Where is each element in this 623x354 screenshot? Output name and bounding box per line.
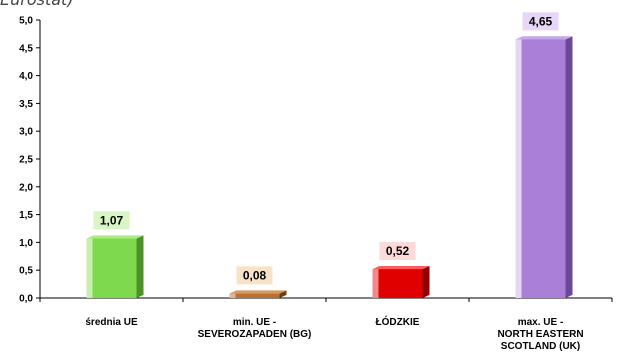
- bar: [515, 36, 573, 299]
- bar-highlight: [515, 39, 522, 299]
- x-tick-label: średnia UE: [85, 317, 138, 328]
- data-label-text: 0,08: [243, 268, 267, 282]
- x-tick-label-line: średnia UE: [85, 317, 138, 328]
- y-tick-label: 2,5: [19, 155, 33, 166]
- data-label: 1,07: [93, 211, 130, 230]
- x-tick-label: max. UE -NORTH EASTERN SCOTLAND (UK): [497, 317, 583, 352]
- data-label-text: 4,65: [529, 14, 553, 28]
- data-label-bg: [522, 12, 559, 31]
- bar-side: [136, 235, 144, 298]
- y-tick-label: 0,0: [19, 294, 33, 305]
- y-tick-label: 4,0: [19, 71, 33, 82]
- bar: [86, 235, 144, 298]
- x-tick-label-line: ŁÓDZKIE: [376, 315, 420, 328]
- bar-front: [515, 39, 566, 299]
- bar-top: [229, 290, 287, 294]
- x-tick-label-line: SCOTLAND (UK): [501, 341, 580, 352]
- y-tick-label: 3,5: [19, 99, 33, 110]
- bar-highlight: [229, 293, 236, 298]
- header-fragment-text: Eurostat): [0, 0, 74, 9]
- data-label-bg: [379, 241, 416, 260]
- y-tick-label: 1,5: [19, 210, 33, 221]
- data-label: 0,08: [236, 266, 273, 285]
- x-tick-label-line: max. UE -: [518, 317, 564, 328]
- data-label: 4,65: [522, 12, 559, 31]
- data-label-text: 1,07: [100, 213, 124, 227]
- x-tick-label: ŁÓDZKIE: [376, 315, 420, 328]
- chart-labels: 1,07 średnia UE 0,08 min. UE -SEVEROZAPADEN…: [85, 12, 584, 352]
- x-tick-label-line: SEVEROZAPADEN (BG): [198, 329, 312, 340]
- bar-highlight: [372, 269, 379, 298]
- y-tick-label: 2,0: [19, 182, 33, 193]
- y-tick-label: 5,0: [19, 16, 33, 27]
- data-label: 0,52: [379, 241, 416, 260]
- x-tick-label: min. UE -SEVEROZAPADEN (BG): [198, 317, 312, 340]
- bar-front: [229, 293, 280, 298]
- bar-side: [422, 265, 430, 298]
- bar-front: [372, 269, 423, 298]
- bar-side: [565, 36, 573, 299]
- x-tick-label-line: min. UE -: [233, 317, 276, 328]
- y-tick-label: 4,5: [19, 43, 33, 54]
- bar-top: [515, 36, 573, 40]
- y-tick-label: 3,0: [19, 127, 33, 138]
- chart-bars: [86, 36, 573, 299]
- bar-highlight: [86, 238, 93, 298]
- bar: [372, 265, 430, 298]
- bar-top: [86, 235, 144, 239]
- bar-top: [372, 265, 430, 270]
- bar-front: [86, 238, 137, 298]
- y-tick-label: 0,5: [19, 266, 33, 277]
- bar-side: [279, 290, 287, 298]
- data-label-bg: [93, 211, 130, 230]
- bar: [229, 290, 287, 298]
- x-tick-label-line: NORTH EASTERN: [497, 329, 583, 340]
- data-label-text: 0,52: [386, 244, 410, 258]
- data-label-bg: [236, 266, 273, 285]
- y-tick-label: 1,0: [19, 238, 33, 249]
